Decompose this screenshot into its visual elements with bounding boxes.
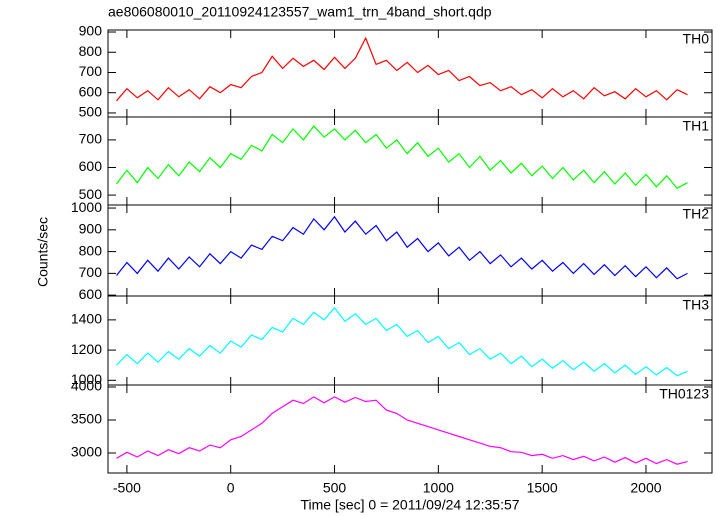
panel-label: TH0123 — [659, 386, 709, 402]
panel-frame — [107, 116, 713, 206]
x-tick-label: 1000 — [423, 480, 454, 496]
panel-label: TH3 — [683, 297, 710, 313]
x-tick-label: 2000 — [630, 480, 661, 496]
x-tick-label: 500 — [323, 480, 347, 496]
y-axis-label: Counts/sec — [35, 217, 51, 287]
y-tick-label: 800 — [79, 242, 103, 258]
x-tick-label: -500 — [113, 480, 141, 496]
x-axis-label: Time [sec] 0 = 2011/09/24 12:35:57 — [300, 497, 519, 513]
y-tick-label: 3500 — [71, 411, 102, 427]
panel-frame — [107, 204, 713, 297]
y-tick-label: 1000 — [71, 371, 102, 387]
y-tick-label: 1400 — [71, 311, 102, 327]
x-tick-label: 0 — [227, 480, 235, 496]
y-tick-label: 500 — [79, 104, 103, 120]
panel-frame — [107, 295, 713, 386]
chart-title: ae806080010_20110924123557_wam1_trn_4ban… — [108, 4, 492, 20]
light-curve — [116, 36, 688, 102]
y-tick-label: 800 — [79, 43, 103, 59]
y-tick-label: 600 — [79, 83, 103, 99]
y-tick-label: 1000 — [71, 199, 102, 215]
y-tick-label: 700 — [79, 63, 103, 79]
y-tick-label: 900 — [79, 23, 103, 39]
light-curve — [116, 306, 688, 377]
panel-frame — [107, 29, 713, 118]
light-curve — [116, 396, 688, 465]
light-curve — [116, 215, 688, 280]
panel-label: TH0 — [683, 31, 710, 47]
panel-label: TH1 — [683, 118, 710, 134]
x-tick-label: 1500 — [527, 480, 558, 496]
y-tick-label: 600 — [79, 158, 103, 174]
y-tick-label: 4000 — [71, 378, 102, 394]
y-tick-label: 700 — [79, 264, 103, 280]
y-tick-label: 600 — [79, 286, 103, 302]
y-tick-label: 500 — [79, 186, 103, 202]
light-curve — [116, 125, 688, 189]
y-tick-label: 3000 — [71, 444, 102, 460]
y-tick-label: 900 — [79, 221, 103, 237]
y-tick-label: 700 — [79, 131, 103, 147]
panel-label: TH2 — [683, 206, 710, 222]
y-tick-label: 1200 — [71, 341, 102, 357]
panel-frame — [107, 384, 713, 474]
